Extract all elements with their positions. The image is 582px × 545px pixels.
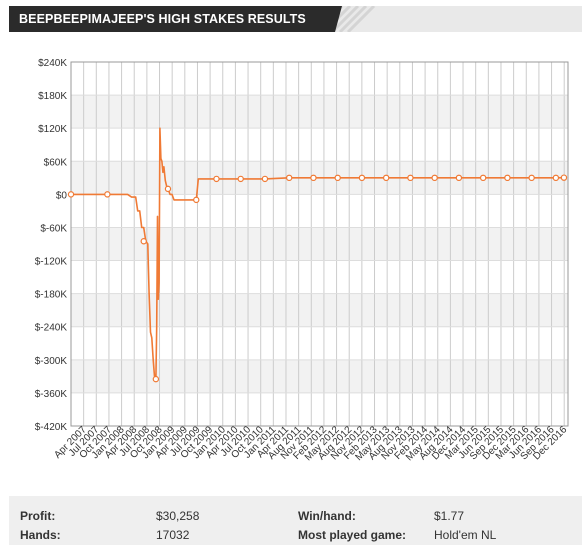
y-tick-label: $0 (56, 190, 68, 201)
data-point (140, 238, 147, 245)
data-point (213, 175, 220, 183)
winhand-value: $1.77 (434, 509, 465, 523)
data-point (261, 175, 269, 183)
chart-title: BEEPBEEPIMAJEEP'S HIGH STAKES RESULTS (19, 12, 306, 26)
y-tick-label: $-360K (35, 389, 68, 400)
data-point (193, 196, 200, 204)
y-tick-label: $-180K (35, 290, 68, 301)
y-tick-label: $120K (38, 124, 67, 135)
grid-band (71, 95, 568, 129)
data-point (237, 175, 244, 183)
profit-label: Profit: (20, 509, 56, 523)
y-tick-label: $-60K (40, 223, 67, 234)
data-point (528, 174, 535, 182)
data-point (504, 174, 511, 182)
y-tick-label: $60K (44, 157, 68, 168)
header-title-box (9, 6, 335, 32)
y-tick-label: $240K (38, 58, 67, 69)
grid-band (71, 227, 568, 261)
data-point (552, 174, 560, 182)
profit-value: $30,258 (156, 509, 200, 523)
hands-value: 17032 (156, 528, 190, 542)
header-stripes-decoration (326, 6, 376, 32)
data-point (382, 174, 390, 182)
y-tick-label: $-240K (35, 323, 68, 334)
data-point (431, 174, 438, 182)
chart-panel: $240K $180K $120K $60K $0 $-60K $-120K $-180K $-… (9, 44, 582, 490)
grid-band (71, 359, 568, 393)
data-point (67, 191, 75, 198)
winhand-label: Win/hand: (298, 509, 356, 523)
data-point (455, 174, 463, 182)
y-tick-label: $180K (38, 91, 67, 102)
data-point (560, 174, 568, 181)
most-played-game-label: Most played game: (298, 528, 407, 542)
y-tick-label: $-120K (35, 257, 68, 268)
data-point (358, 174, 366, 182)
stats-panel: Profit: $30,258 Win/hand: $1.77 Hands: 1… (9, 496, 582, 545)
plot-frame (70, 61, 569, 427)
y-tick-label: $-420K (35, 422, 68, 433)
profit-chart: $240K $180K $120K $60K $0 $-60K $-120K $-180K $-… (35, 58, 570, 463)
data-point (334, 174, 341, 182)
data-point (310, 174, 317, 182)
grid-band (71, 293, 568, 327)
data-point (479, 174, 487, 182)
data-point (285, 174, 293, 182)
data-point (407, 174, 414, 182)
y-tick-label: $-300K (35, 356, 68, 367)
most-played-game-value: Hold'em NL (434, 528, 497, 542)
data-point (104, 191, 111, 198)
hands-label: Hands: (20, 528, 61, 542)
data-point (152, 375, 160, 383)
data-point (164, 185, 172, 193)
